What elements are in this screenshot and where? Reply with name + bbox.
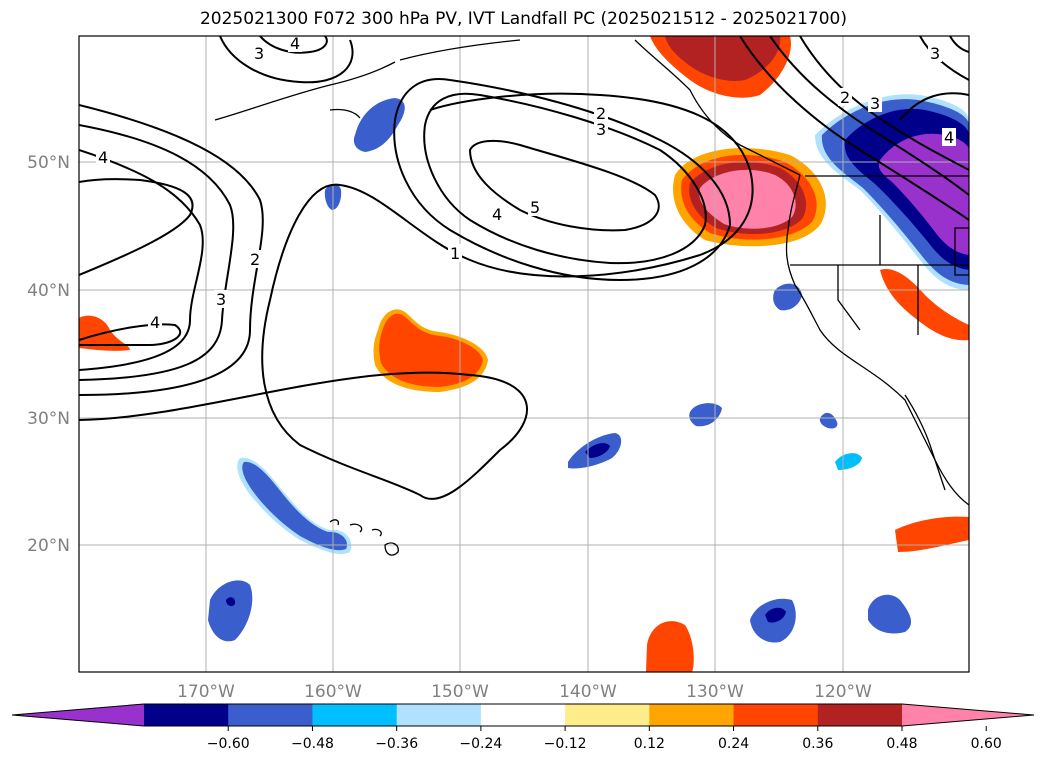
lon-label: 130°W bbox=[686, 682, 744, 702]
colorbar-segment bbox=[144, 704, 229, 726]
pv-contour bbox=[79, 124, 235, 381]
colorbar-tick-label: 0.60 bbox=[971, 736, 1002, 752]
colorbar-segment bbox=[228, 704, 313, 726]
contour-label: 2 bbox=[596, 104, 606, 123]
pv-contour bbox=[949, 36, 969, 53]
pv-contour bbox=[79, 92, 754, 500]
colorbar-tick-label: 0.36 bbox=[802, 736, 833, 752]
contour-label: 2 bbox=[250, 250, 260, 269]
colorbar-segment bbox=[396, 704, 482, 726]
colorbar: −0.60 −0.48 −0.36 −0.24 −0.12 0.12 0.24 0.36 0.4… bbox=[11, 703, 1035, 752]
pv-contour bbox=[739, 36, 969, 221]
lon-label: 150°W bbox=[431, 682, 489, 702]
colorbar-segment bbox=[733, 704, 819, 726]
contour-label: 4 bbox=[492, 205, 502, 224]
pv-contours bbox=[79, 36, 969, 500]
pv-contour bbox=[259, 36, 328, 54]
lat-label: 30°N bbox=[27, 409, 70, 429]
negative-anomaly-patch bbox=[868, 594, 912, 634]
positive-anomaly-patch bbox=[646, 621, 694, 672]
positive-anomaly-patch bbox=[880, 269, 969, 341]
positive-anomaly-patch bbox=[665, 36, 781, 81]
negative-anomaly-patch bbox=[819, 412, 838, 429]
negative-anomaly-patch bbox=[765, 607, 786, 623]
negative-anomaly-patch bbox=[585, 443, 610, 458]
pv-contour bbox=[79, 178, 194, 276]
contour-label: 4 bbox=[290, 34, 300, 53]
lon-label: 120°W bbox=[814, 682, 872, 702]
negative-anomaly-patch bbox=[242, 461, 348, 551]
negative-anomaly-patch bbox=[689, 403, 722, 427]
lon-label: 160°W bbox=[304, 682, 362, 702]
negative-anomaly-patch bbox=[226, 597, 236, 607]
contour-label: 3 bbox=[254, 44, 264, 63]
pv-contour bbox=[79, 323, 182, 347]
colorbar-segment bbox=[312, 704, 398, 726]
colorbar-tick-label: −0.24 bbox=[459, 736, 502, 752]
lat-label: 20°N bbox=[27, 536, 70, 556]
colorbar-tick-label: 0.12 bbox=[634, 736, 665, 752]
positive-anomaly-patch bbox=[699, 169, 796, 229]
coastlines bbox=[214, 39, 969, 556]
negative-anomaly-patch bbox=[878, 133, 969, 255]
colorbar-tick-label: −0.60 bbox=[207, 736, 250, 752]
pv-contour bbox=[899, 92, 969, 121]
negative-anomaly-patch bbox=[353, 98, 405, 152]
pv-contour bbox=[799, 36, 969, 171]
lat-label: 50°N bbox=[27, 153, 70, 173]
contour-label: 2 bbox=[840, 88, 850, 107]
lon-label: 140°W bbox=[559, 682, 617, 702]
pv-contour bbox=[423, 92, 707, 265]
contour-label: 3 bbox=[596, 120, 606, 139]
colorbar-tick-label: −0.36 bbox=[375, 736, 418, 752]
positive-anomaly-patch bbox=[379, 313, 483, 387]
map-frame bbox=[78, 35, 970, 673]
colorbar-extend-min bbox=[12, 704, 144, 726]
contour-label: 3 bbox=[870, 94, 880, 113]
contour-labels: 1 2 2 3 3 3 4 4 4 4 5 2 3 4 bbox=[96, 34, 956, 332]
contour-label: 5 bbox=[530, 198, 540, 217]
colorbar-tick-label: −0.12 bbox=[544, 736, 587, 752]
colorbar-segment bbox=[817, 704, 903, 726]
lon-label: 170°W bbox=[177, 682, 235, 702]
contour-label: 4 bbox=[150, 313, 160, 332]
lat-label: 40°N bbox=[27, 281, 70, 301]
pv-contour bbox=[393, 78, 732, 282]
pv-contour bbox=[219, 36, 354, 84]
colorbar-tick-label: −0.48 bbox=[291, 736, 334, 752]
contour-label: 3 bbox=[930, 44, 940, 63]
negative-anomaly-patch bbox=[835, 453, 862, 470]
contour-label: 3 bbox=[216, 290, 226, 309]
map-title: 2025021300 F072 300 hPa PV, IVT Landfall… bbox=[199, 9, 847, 29]
negative-anomaly-patch bbox=[208, 580, 253, 642]
colorbar-segment bbox=[480, 704, 566, 726]
colorbar-outline bbox=[11, 703, 1035, 727]
contour-label: 1 bbox=[450, 244, 460, 263]
pv-contour bbox=[769, 36, 969, 196]
longitude-labels: 170°W 160°W 150°W 140°W 130°W 120°W bbox=[177, 682, 872, 702]
colorbar-tick-label: 0.24 bbox=[718, 736, 749, 752]
contour-label: 4 bbox=[98, 148, 108, 167]
colorbar-tick-label: 0.48 bbox=[886, 736, 917, 752]
positive-anomaly-patch bbox=[895, 516, 969, 552]
colorbar-segment bbox=[565, 704, 650, 726]
colorbar-segment bbox=[649, 704, 735, 726]
contour-label: 4 bbox=[944, 128, 954, 147]
pv-contour bbox=[468, 139, 660, 232]
pv-contour bbox=[79, 149, 204, 371]
latitude-labels: 50°N 40°N 30°N 20°N bbox=[27, 153, 70, 556]
colorbar-extend-max bbox=[902, 704, 1034, 726]
